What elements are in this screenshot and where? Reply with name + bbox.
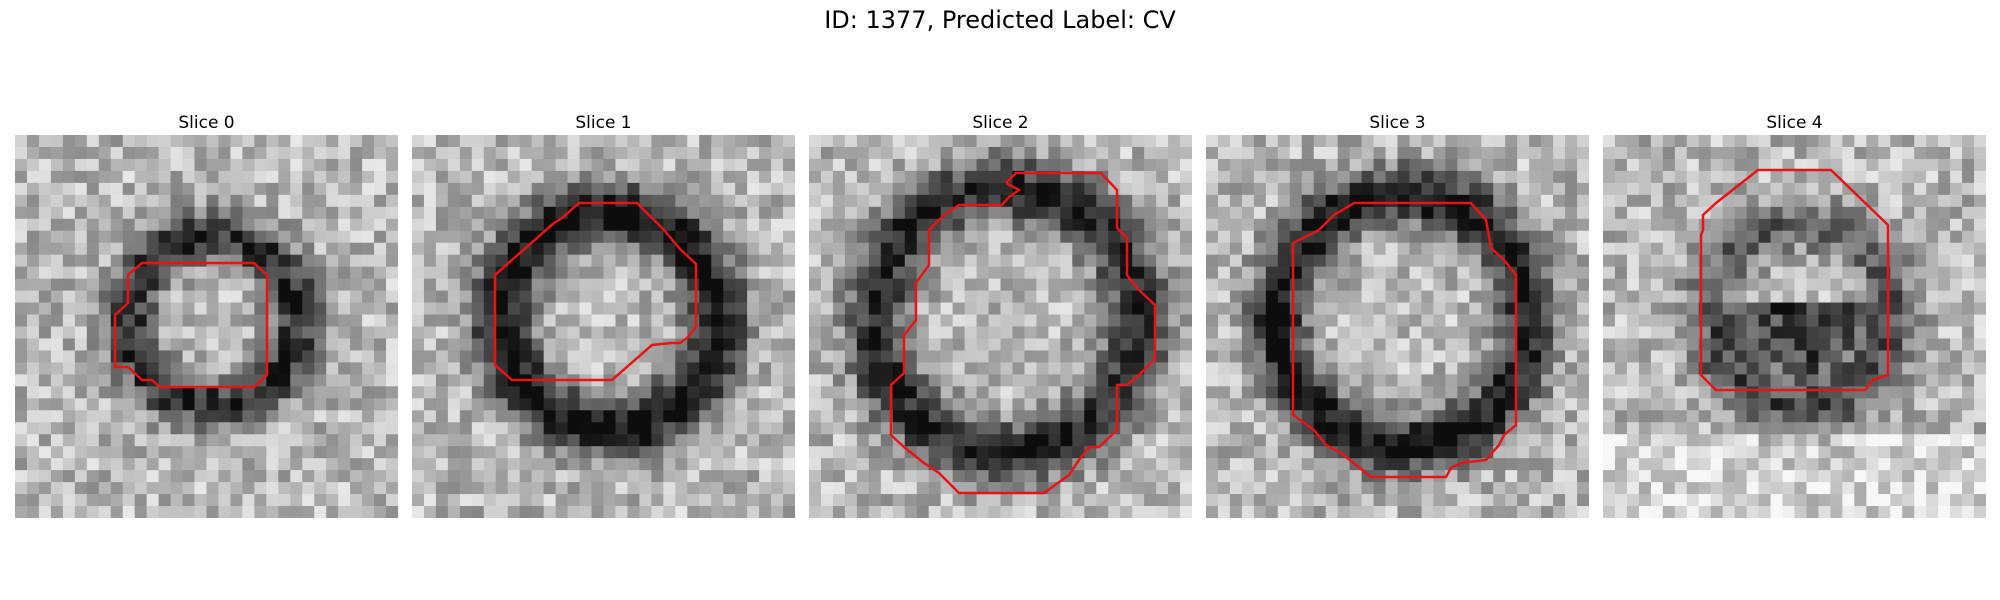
slice-panel-1: Slice 1 <box>412 112 795 134</box>
slice-pixels-2 <box>809 135 1192 518</box>
slice-title-3: Slice 3 <box>1206 112 1589 134</box>
slice-pixels-3 <box>1206 135 1589 518</box>
slice-title-2: Slice 2 <box>809 112 1192 134</box>
slice-pixels-0 <box>15 135 398 518</box>
slice-title-1: Slice 1 <box>412 112 795 134</box>
slice-title-0: Slice 0 <box>15 112 398 134</box>
slice-pixels-1 <box>412 135 795 518</box>
slice-pixels-4 <box>1603 135 1986 518</box>
slice-panel-2: Slice 2 <box>809 112 1192 134</box>
slice-image-3 <box>1206 135 1589 518</box>
slice-image-0 <box>15 135 398 518</box>
slice-image-2 <box>809 135 1192 518</box>
slice-image-1 <box>412 135 795 518</box>
slice-panel-3: Slice 3 <box>1206 112 1589 134</box>
slice-title-4: Slice 4 <box>1603 112 1986 134</box>
figure-title: ID: 1377, Predicted Label: CV <box>0 6 2000 34</box>
slice-panel-4: Slice 4 <box>1603 112 1986 134</box>
slice-panel-0: Slice 0 <box>15 112 398 134</box>
slice-image-4 <box>1603 135 1986 518</box>
